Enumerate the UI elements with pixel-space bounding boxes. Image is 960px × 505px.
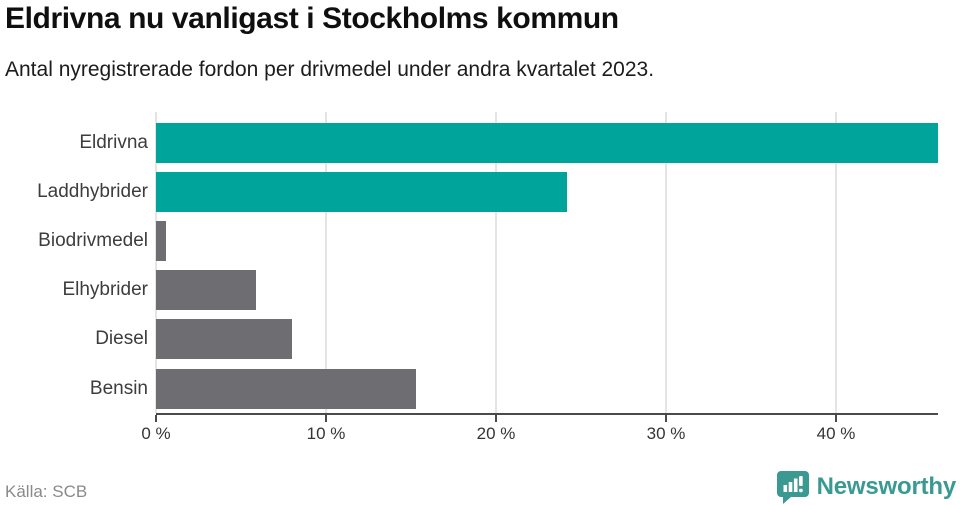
bar-track: [156, 167, 938, 216]
bar-biodrivmedel: [156, 220, 167, 261]
bar-track: [156, 315, 938, 364]
category-label: Biodrivmedel: [38, 229, 148, 251]
x-axis-tick-label: 10 %: [306, 424, 346, 443]
x-axis-tick: [495, 415, 497, 422]
chart-title: Eldrivna nu vanligast i Stockholms kommu…: [5, 2, 619, 35]
newsworthy-wordmark: Newsworthy: [816, 473, 957, 500]
gridline-10: [325, 112, 327, 413]
newsworthy-brand-link[interactable]: Newsworthy: [776, 470, 956, 504]
gridline-0: [155, 112, 157, 413]
bar-row: Laddhybrider: [0, 167, 938, 216]
x-axis-tick: [665, 415, 667, 422]
bar-row: Bensin: [0, 364, 938, 413]
x-axis-tick: [155, 415, 157, 422]
x-axis-line: [156, 413, 938, 415]
x-axis-tick-label: 40 %: [816, 424, 856, 443]
x-axis-tick-label: 0 %: [141, 424, 171, 443]
category-label: Eldrivna: [79, 131, 148, 153]
bar-track: [156, 118, 938, 167]
newsworthy-logo-icon: [776, 470, 810, 504]
category-label: Laddhybrider: [37, 180, 148, 202]
source-credit: Källa: SCB: [5, 482, 88, 501]
x-axis-tick-label: 20 %: [476, 424, 516, 443]
category-label: Bensin: [89, 377, 148, 399]
gridline-30: [665, 112, 667, 413]
plot-rows: Eldrivna Laddhybrider Biodrivmedel Elhybrid…: [0, 118, 938, 414]
bar-row: Biodrivmedel: [0, 216, 938, 265]
gridline-40: [835, 112, 837, 413]
gridlines: [155, 112, 938, 413]
category-label: Diesel: [95, 328, 148, 350]
bar-laddhybrider: [156, 171, 568, 212]
chart-subtitle: Antal nyregistrerade fordon per drivmede…: [5, 58, 655, 81]
bar-row: Elhybrider: [0, 266, 938, 315]
bar-track: [156, 216, 938, 265]
bar-track: [156, 364, 938, 413]
bar-diesel: [156, 319, 292, 360]
bar-track: [156, 266, 938, 315]
x-axis-tick: [325, 415, 327, 422]
bar-elhybrider: [156, 270, 257, 311]
x-axis-tick: [835, 415, 837, 422]
bar-row: Eldrivna: [0, 118, 938, 167]
gridline-20: [495, 112, 497, 413]
bar-bensin: [156, 368, 417, 409]
bar-row: Diesel: [0, 315, 938, 364]
category-label: Elhybrider: [62, 279, 148, 301]
x-axis-tick-label: 30 %: [646, 424, 686, 443]
bar-eldrivna: [156, 122, 938, 163]
